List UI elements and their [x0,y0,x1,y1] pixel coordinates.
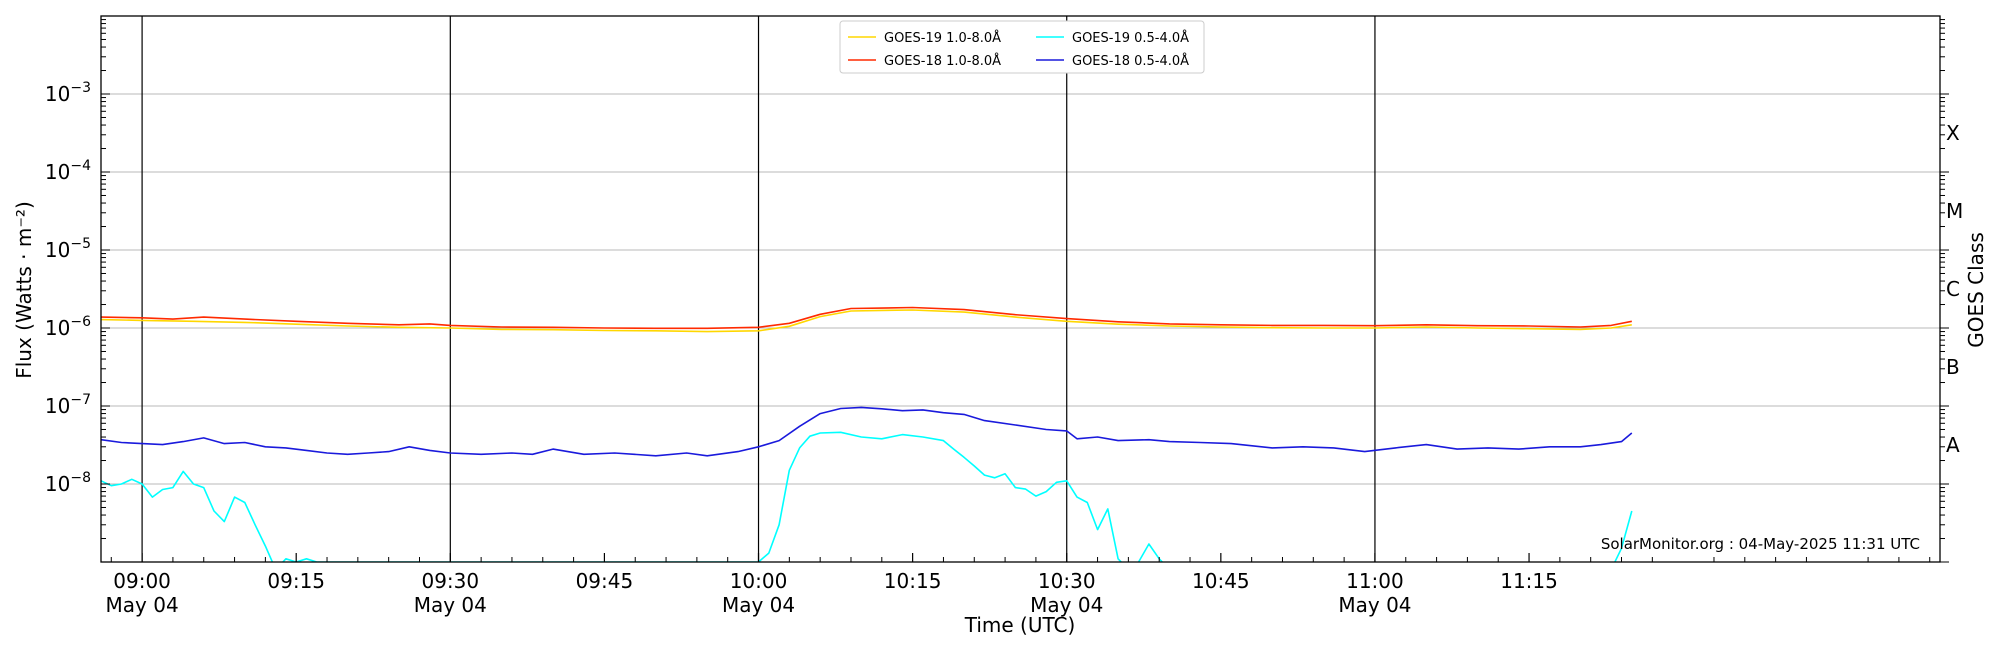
axis-ticks [101,19,1949,563]
legend: GOES-19 1.0-8.0Å GOES-19 0.5-4.0Å GOES-18 … [839,20,1205,74]
y-tick-label: 10−7 [45,392,91,418]
series-line-2 [101,431,1633,562]
legend-label: GOES-18 0.5-4.0Å [1072,53,1189,69]
x-tick-label: 09:30 [421,569,479,593]
y-tick-labels: 10−8 10−7 10−6 10−5 10−4 10−3 [45,80,91,496]
series-line-0 [101,309,1632,333]
y-tick-label: 10−8 [45,470,91,496]
x-tick-label: 10:15 [884,569,942,593]
series-lines [101,306,1633,562]
x-tick-sublabel: May 04 [1030,593,1103,617]
x-tick-label: 10:30 [1038,569,1096,593]
x-tick-sublabel: May 04 [414,593,487,617]
legend-box [839,20,1205,74]
goes-class-label: M [1946,199,1963,223]
goes-class-label: A [1946,433,1960,457]
x-tick-sublabel: May 04 [1338,593,1411,617]
goes-class-label: X [1946,121,1960,145]
credit-text: SolarMonitor.org : 04-May-2025 11:31 UTC [1601,535,1920,553]
x-tick-label: 11:00 [1346,569,1404,593]
x-tick-label: 11:15 [1500,569,1558,593]
y-tick-label: 10−4 [45,158,91,184]
legend-label: GOES-18 1.0-8.0Å [884,53,1001,69]
goes-class-labels: A B C M X [1946,121,1963,457]
y-tick-label: 10−5 [45,236,91,262]
legend-label: GOES-19 1.0-8.0Å [884,30,1001,46]
goes-class-label: C [1946,277,1960,301]
x-axis-title: Time (UTC) [964,613,1076,637]
x-tick-label: 10:45 [1192,569,1250,593]
series-line-1 [101,306,1632,330]
y-tick-label: 10−6 [45,314,91,340]
goes-class-label: B [1946,355,1960,379]
x-tick-label: 09:45 [576,569,634,593]
series-line-3 [101,406,1633,457]
y-tick-label: 10−3 [45,80,91,106]
y2-axis-title: GOES Class [1964,232,1988,348]
x-tick-sublabel: May 04 [722,593,795,617]
x-tick-sublabel: May 04 [106,593,179,617]
x-tick-label: 09:00 [113,569,171,593]
time-markers [141,16,1376,562]
y-axis-title: Flux (Watts · m⁻²) [12,201,36,379]
x-tick-label: 10:00 [730,569,788,593]
x-tick-label: 09:15 [267,569,325,593]
plot-frame [100,15,1941,563]
legend-label: GOES-19 0.5-4.0Å [1072,30,1189,46]
